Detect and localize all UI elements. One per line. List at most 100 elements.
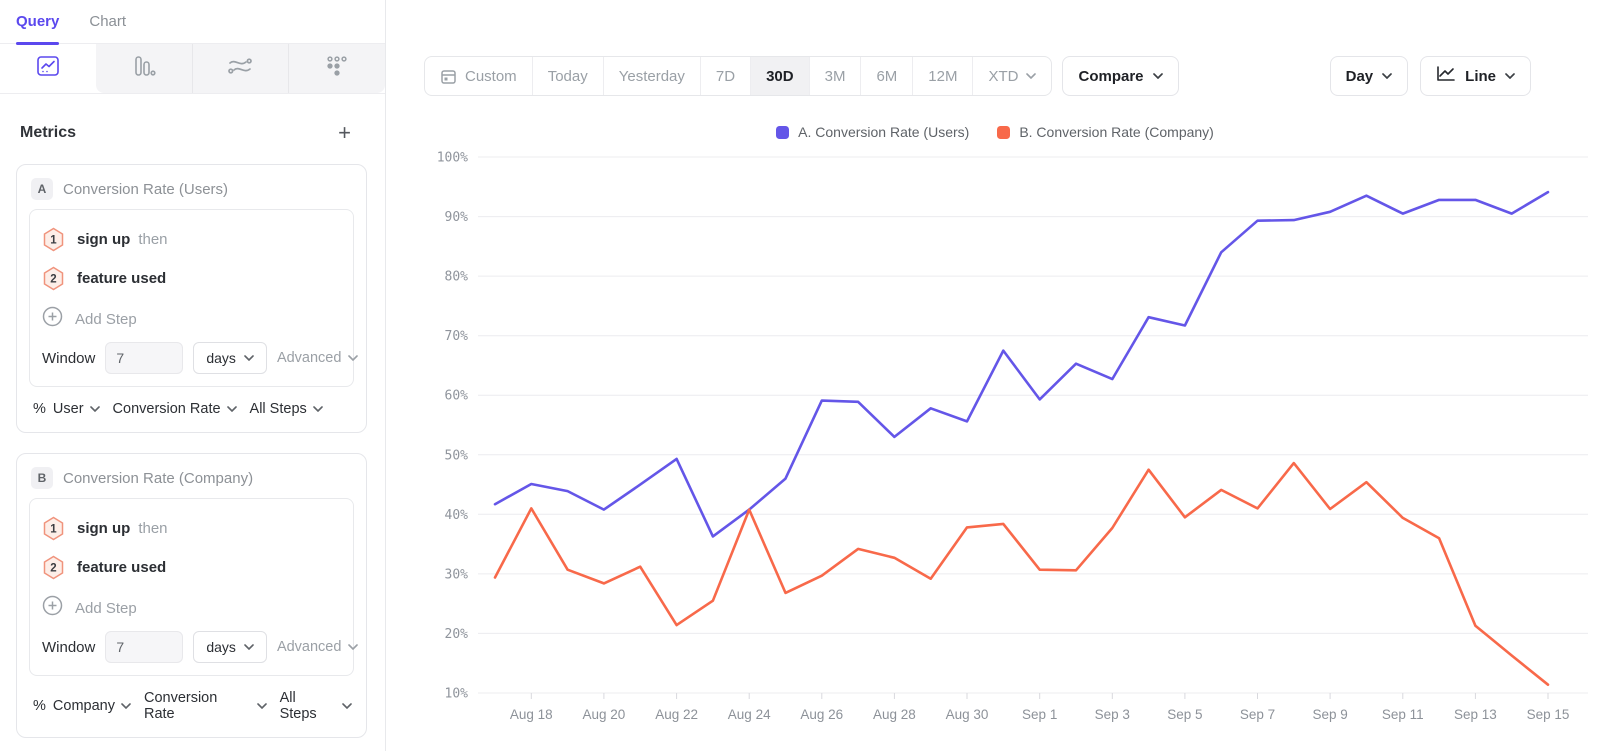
step-row[interactable]: 2 feature used — [42, 548, 341, 587]
advanced-toggle[interactable]: Advanced — [277, 639, 359, 655]
svg-text:1: 1 — [50, 235, 57, 247]
legend-item-b[interactable]: B. Conversion Rate (Company) — [997, 124, 1214, 140]
range-30d[interactable]: 30D — [750, 57, 809, 95]
metric-badge: A — [31, 178, 53, 200]
svg-text:Sep 9: Sep 9 — [1312, 707, 1347, 722]
chart-panel: Custom Today Yesterday 7D 30D 3M 6M 12M XTD Comp… — [386, 0, 1600, 751]
line-chart-icon — [1436, 66, 1456, 86]
calendar-icon — [441, 69, 456, 84]
svg-text:20%: 20% — [445, 627, 469, 642]
range-12m[interactable]: 12M — [912, 57, 972, 95]
step-row[interactable]: 1 sign up then — [42, 220, 341, 259]
chart-type-toolbar — [0, 44, 385, 94]
step-number-badge: 1 — [43, 516, 64, 541]
chart-type-grid[interactable] — [288, 44, 385, 93]
line-chart-canvas[interactable]: 100% 90% 80% 70% 60% 50% 40% 30% 20% 10% Aug 18 Aug… — [420, 143, 1590, 728]
steps-select[interactable]: All Steps — [250, 401, 323, 417]
steps-panel: 1 sign up then 2 feature used — [29, 498, 359, 676]
svg-text:Aug 26: Aug 26 — [800, 707, 843, 722]
window-row: Window days Advanced — [42, 631, 359, 663]
steps-select[interactable]: All Steps — [280, 690, 352, 722]
entity-select[interactable]: Company — [53, 698, 131, 714]
percent-label: % — [33, 698, 46, 714]
window-row: Window days Advanced — [42, 342, 359, 374]
metric-card-header: A Conversion Rate (Users) — [17, 165, 366, 209]
range-yesterday[interactable]: Yesterday — [602, 57, 700, 95]
range-3m[interactable]: 3M — [808, 57, 861, 95]
chevron-down-icon — [226, 406, 237, 412]
svg-text:Sep 15: Sep 15 — [1527, 707, 1570, 722]
svg-text:Aug 30: Aug 30 — [946, 707, 989, 722]
chart-style-select[interactable]: Line — [1420, 56, 1531, 96]
svg-text:100%: 100% — [437, 151, 468, 166]
add-step-button[interactable]: Add Step — [42, 587, 341, 631]
legend-swatch — [997, 125, 1011, 139]
chart-type-line[interactable] — [0, 44, 96, 93]
step-event[interactable]: sign up — [77, 520, 131, 537]
svg-text:70%: 70% — [445, 329, 469, 344]
svg-text:90%: 90% — [445, 210, 469, 225]
metrics-title: Metrics — [20, 124, 77, 141]
svg-text:Sep 3: Sep 3 — [1095, 707, 1130, 722]
measure-row: % User Conversion Rate All Steps — [17, 387, 366, 432]
chevron-down-icon — [348, 355, 359, 361]
step-number-badge: 2 — [43, 266, 64, 291]
window-unit-select[interactable]: days — [193, 342, 267, 374]
metric-type-select[interactable]: Conversion Rate — [113, 401, 237, 417]
step-row[interactable]: 2 feature used — [42, 259, 341, 298]
step-event[interactable]: feature used — [77, 559, 167, 576]
step-event[interactable]: sign up — [77, 231, 131, 248]
chart-type-bar[interactable] — [95, 44, 192, 93]
advanced-toggle[interactable]: Advanced — [277, 350, 359, 366]
chart-type-flow[interactable] — [191, 44, 289, 93]
granularity-select[interactable]: Day — [1329, 56, 1409, 96]
window-unit-select[interactable]: days — [193, 631, 267, 663]
metric-type-select[interactable]: Conversion Rate — [144, 690, 267, 722]
steps-panel: 1 sign up then 2 feature used — [29, 209, 359, 387]
tab-query[interactable]: Query — [16, 0, 60, 45]
step-then-label: then — [138, 231, 168, 248]
svg-text:Sep 7: Sep 7 — [1240, 707, 1275, 722]
metric-title[interactable]: Conversion Rate (Company) — [63, 469, 254, 487]
svg-text:80%: 80% — [445, 270, 469, 285]
svg-text:Aug 20: Aug 20 — [583, 707, 626, 722]
chevron-down-icon — [244, 355, 254, 361]
tab-chart[interactable]: Chart — [89, 13, 127, 30]
svg-text:Aug 28: Aug 28 — [873, 707, 916, 722]
chevron-down-icon — [1382, 73, 1393, 79]
step-row[interactable]: 1 sign up then — [42, 509, 341, 548]
svg-text:2: 2 — [50, 563, 56, 575]
percent-label: % — [33, 401, 46, 417]
range-7d[interactable]: 7D — [699, 57, 750, 95]
svg-text:30%: 30% — [445, 567, 469, 582]
entity-select[interactable]: User — [53, 401, 100, 417]
window-label: Window — [42, 349, 96, 367]
window-label: Window — [42, 638, 96, 656]
chart-legend: A. Conversion Rate (Users) B. Conversion … — [420, 123, 1570, 141]
chevron-down-icon — [1505, 73, 1515, 79]
metrics-header: Metrics + — [0, 94, 385, 145]
range-xtd[interactable]: XTD — [972, 57, 1051, 95]
compare-button[interactable]: Compare — [1062, 56, 1179, 96]
svg-text:2: 2 — [50, 274, 56, 286]
add-step-button[interactable]: Add Step — [42, 298, 341, 342]
svg-text:Aug 24: Aug 24 — [728, 707, 771, 722]
svg-text:40%: 40% — [445, 508, 469, 523]
add-metric-button[interactable]: + — [338, 120, 351, 145]
chevron-down-icon — [1152, 73, 1163, 79]
step-event[interactable]: feature used — [77, 270, 167, 287]
chevron-down-icon — [312, 406, 323, 412]
svg-text:1: 1 — [50, 524, 57, 536]
window-value-input[interactable] — [105, 342, 184, 374]
legend-item-a[interactable]: A. Conversion Rate (Users) — [776, 124, 969, 140]
range-today[interactable]: Today — [531, 57, 603, 95]
metric-title[interactable]: Conversion Rate (Users) — [63, 180, 229, 198]
range-6m[interactable]: 6M — [860, 57, 912, 95]
bar-chart-icon — [132, 55, 156, 82]
metric-badge: B — [31, 467, 53, 489]
plus-circle-icon — [42, 595, 63, 621]
window-value-input[interactable] — [105, 631, 184, 663]
step-then-label: then — [138, 520, 168, 537]
range-custom[interactable]: Custom — [425, 57, 532, 95]
